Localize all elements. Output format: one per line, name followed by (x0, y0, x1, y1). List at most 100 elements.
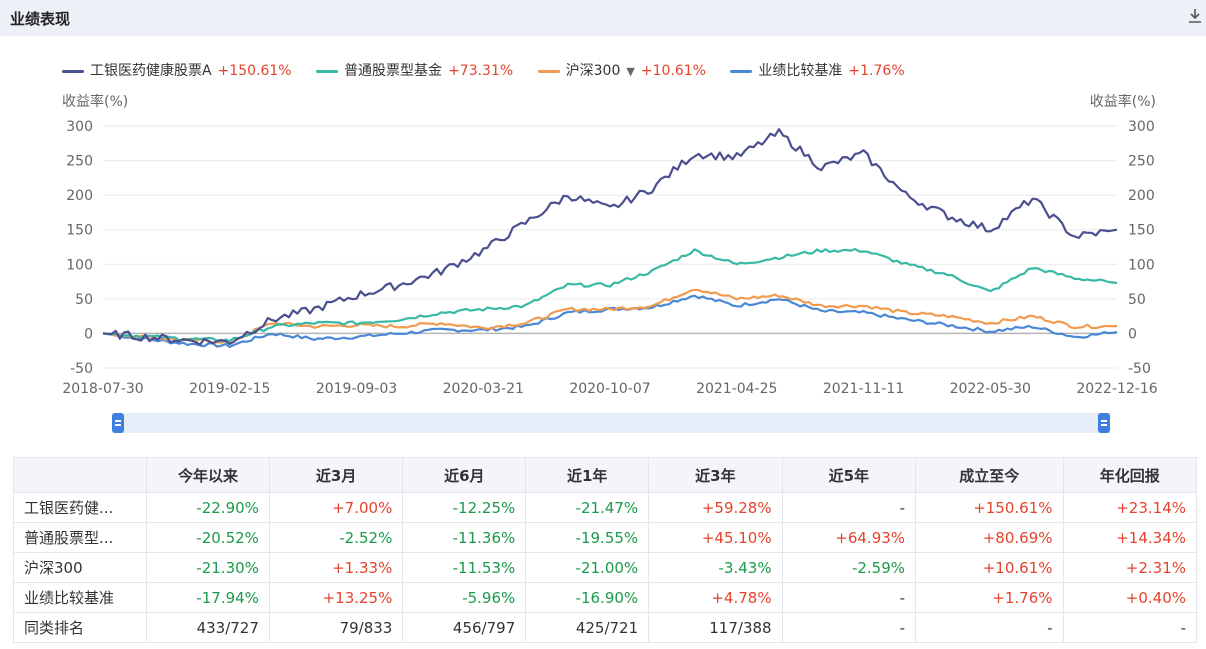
table-cell: +10.61% (915, 552, 1064, 583)
y-tick-label-left: 200 (66, 188, 93, 204)
x-tick-label: 2021-04-25 (696, 381, 777, 397)
legend-value: +73.31% (448, 63, 514, 79)
table-cell: -5.96% (402, 582, 527, 613)
table-cell: - (781, 492, 917, 523)
table-cell: -22.90% (146, 492, 270, 523)
table-cell: -17.94% (146, 582, 270, 613)
table-row: 工银医药健... -22.90% +7.00% -12.25% -21.47% +59.2… (13, 492, 1197, 523)
table-cell: -2.59% (781, 552, 917, 583)
x-tick-label: 2022-12-16 (1076, 381, 1157, 397)
table-header: 成立至今 (915, 457, 1064, 493)
table-cell: - (781, 582, 917, 613)
legend-label: 沪深300 (565, 63, 621, 79)
table-cell: - (1062, 612, 1197, 643)
table-cell: +45.10% (648, 522, 783, 553)
table-cell: -16.90% (525, 582, 650, 613)
table-header: 近5年 (781, 457, 917, 493)
table-cell: +1.33% (268, 552, 404, 583)
download-icon[interactable] (1188, 8, 1202, 24)
row-label: 普通股票型... (13, 522, 147, 553)
table-header (13, 457, 147, 493)
table-cell: 79/833 (268, 612, 404, 643)
legend-swatch (316, 69, 339, 73)
table-cell: -2.52% (268, 522, 404, 553)
y-tick-label-right: 150 (1128, 223, 1155, 239)
table-cell: -21.00% (525, 552, 650, 583)
table-cell: 433/727 (146, 612, 270, 643)
row-label: 同类排名 (13, 612, 147, 643)
chevron-down-icon[interactable]: ▼ (626, 65, 635, 78)
table-cell: +0.40% (1062, 582, 1197, 613)
y-tick-label-left: 50 (75, 292, 93, 308)
table-header: 近3月 (268, 457, 404, 493)
legend-swatch (62, 69, 84, 73)
y-tick-label-right: -50 (1128, 361, 1151, 377)
table-header: 近6月 (402, 457, 527, 493)
table-cell: 425/721 (525, 612, 650, 643)
table-cell: -20.52% (146, 522, 270, 553)
range-handle-end[interactable] (1098, 413, 1110, 433)
x-tick-label: 2021-11-11 (823, 381, 904, 397)
legend-swatch (537, 69, 560, 73)
range-slider[interactable] (112, 413, 1110, 433)
x-tick-label: 2020-03-21 (443, 381, 524, 397)
y-tick-label-left: 300 (66, 119, 93, 135)
table-header: 近1年 (525, 457, 650, 493)
row-label: 业绩比较基准 (13, 582, 147, 613)
row-label: 沪深300 (13, 552, 147, 583)
legend-item-benchmark[interactable]: 业绩比较基准 +1.76% (730, 60, 905, 80)
section-title: 业绩表现 (10, 10, 71, 28)
y-tick-label-right: 100 (1128, 257, 1155, 273)
y-tick-label-left: 0 (84, 326, 93, 342)
table-cell: -12.25% (402, 492, 527, 523)
table-row: 普通股票型... -20.52% -2.52% -11.36% -19.55% +45.1… (13, 522, 1197, 553)
table-cell: - (915, 612, 1064, 643)
y-tick-label-left: 250 (66, 154, 93, 170)
table-cell: -19.55% (525, 522, 650, 553)
y-axis-label-right: 收益率(%) (1090, 93, 1156, 110)
y-tick-label-right: 50 (1128, 292, 1146, 308)
table-cell: +64.93% (781, 522, 917, 553)
x-tick-label: 2020-10-07 (569, 381, 650, 397)
legend-item-fund[interactable]: 工银医药健康股票A +150.61% (62, 60, 292, 80)
y-tick-label-right: 0 (1128, 326, 1137, 342)
chart-legend: 工银医药健康股票A +150.61% 普通股票型基金 +73.31% 沪深300 ▼ +… (62, 60, 925, 80)
table-cell: +14.34% (1062, 522, 1197, 553)
y-tick-label-left: -50 (70, 361, 93, 377)
legend-value: +150.61% (217, 63, 292, 79)
series-line-1 (102, 247, 1118, 343)
table-header: 今年以来 (146, 457, 270, 493)
legend-item-peer[interactable]: 普通股票型基金 +73.31% (316, 60, 513, 80)
y-tick-label-left: 100 (66, 257, 93, 273)
table-cell: -21.30% (146, 552, 270, 583)
y-tick-label-right: 250 (1128, 154, 1155, 170)
table-header: 近3年 (648, 457, 783, 493)
table-cell: +80.69% (915, 522, 1064, 553)
series-line-3 (102, 294, 1118, 348)
performance-table: 今年以来 近3月 近6月 近1年 近3年 近5年 成立至今 年化回报 工银医药健… (13, 457, 1197, 643)
table-cell: +59.28% (648, 492, 783, 523)
table-cell: +150.61% (915, 492, 1064, 523)
range-handle-start[interactable] (112, 413, 124, 433)
series-line-0 (102, 128, 1118, 346)
table-cell: -21.47% (525, 492, 650, 523)
row-label: 工银医药健... (13, 492, 147, 523)
table-cell: +4.78% (648, 582, 783, 613)
table-cell: -3.43% (648, 552, 783, 583)
legend-swatch (730, 69, 753, 73)
table-header-row: 今年以来 近3月 近6月 近1年 近3年 近5年 成立至今 年化回报 (13, 457, 1197, 493)
series-line-2 (102, 288, 1117, 344)
x-tick-label: 2019-09-03 (316, 381, 397, 397)
table-cell: 117/388 (648, 612, 783, 643)
table-cell: - (781, 612, 917, 643)
table-row: 沪深300 -21.30% +1.33% -11.53% -21.00% -3.43% -2… (13, 552, 1197, 583)
legend-label: 普通股票型基金 (344, 63, 443, 79)
y-tick-label-left: 150 (66, 223, 93, 239)
legend-label: 业绩比较基准 (758, 63, 843, 79)
x-tick-label: 2019-02-15 (189, 381, 270, 397)
y-tick-label-right: 200 (1128, 188, 1155, 204)
table-cell: +2.31% (1062, 552, 1197, 583)
table-cell: +7.00% (268, 492, 404, 523)
legend-item-index[interactable]: 沪深300 ▼ +10.61% (537, 60, 706, 80)
table-cell: +1.76% (915, 582, 1064, 613)
